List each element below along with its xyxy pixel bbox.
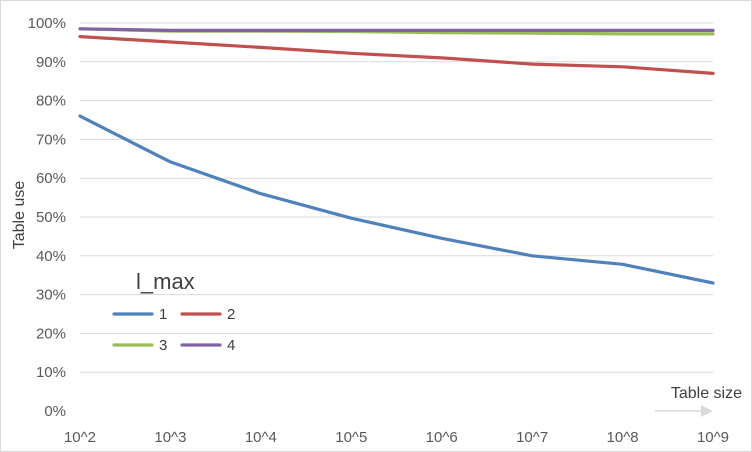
y-axis-title: Table use: [11, 181, 28, 250]
y-tick-label: 0%: [44, 403, 66, 420]
y-tick-label: 100%: [28, 15, 66, 32]
y-tick-label: 40%: [36, 248, 66, 265]
x-tick-label: 10^5: [335, 429, 367, 446]
x-tick-label: 10^9: [697, 429, 729, 446]
y-tick-label: 20%: [36, 325, 66, 342]
legend: l_max 1 2 3 4: [112, 269, 235, 354]
y-tick-label: 90%: [36, 54, 66, 71]
series-line-2: [78, 34, 715, 76]
gridlines: [80, 22, 713, 373]
y-tick-label: 70%: [36, 131, 66, 148]
legend-label-3: 3: [159, 337, 167, 354]
y-tick-label: 60%: [36, 170, 66, 187]
x-axis-title: Table size: [671, 385, 742, 402]
x-tick-label: 10^6: [426, 429, 458, 446]
x-tick-label: 10^4: [245, 429, 277, 446]
legend-title: l_max: [136, 269, 195, 294]
legend-label-4: 4: [227, 337, 235, 354]
x-tick-label: 10^3: [154, 429, 186, 446]
series-line-4: [78, 27, 715, 32]
legend-label-1: 1: [159, 306, 167, 323]
y-tick-label: 30%: [36, 287, 66, 304]
y-tick-label: 50%: [36, 209, 66, 226]
y-axis-ticks: 0% 10% 20% 30% 40% 50% 60% 70% 80% 90% 100%: [28, 15, 66, 420]
x-tick-label: 10^8: [607, 429, 639, 446]
legend-label-2: 2: [227, 306, 235, 323]
x-tick-label: 10^7: [516, 429, 548, 446]
series-lines: [78, 27, 715, 285]
y-tick-label: 10%: [36, 364, 66, 381]
x-axis-arrowhead: [701, 405, 713, 417]
series-line-1: [78, 114, 715, 285]
x-axis-ticks: 10^2 10^3 10^4 10^5 10^6 10^7 10^8 10^9: [64, 429, 729, 446]
x-tick-label: 10^2: [64, 429, 96, 446]
y-tick-label: 80%: [36, 93, 66, 110]
